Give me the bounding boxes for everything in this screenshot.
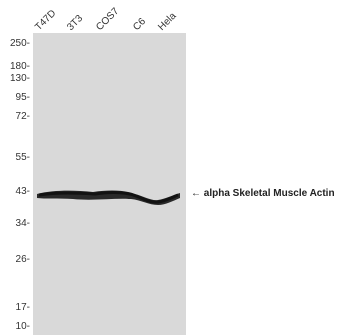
gel-membrane [33, 33, 186, 335]
marker-17: 17- [15, 302, 30, 313]
lane-label-cos7: COS7 [94, 5, 122, 33]
marker-26: 26- [15, 254, 30, 265]
marker-72: 72- [15, 111, 30, 122]
marker-180: 180- [9, 61, 30, 72]
lane-label-hela: Hela [156, 10, 179, 33]
marker-130: 130- [9, 73, 30, 84]
lane-label-t47d: T47D [33, 7, 59, 33]
lane-label-3t3: 3T3 [65, 13, 86, 33]
band-annotation: ← alpha Skeletal Muscle Actin [191, 188, 335, 199]
marker-95: 95- [15, 92, 30, 103]
band-layer [37, 190, 180, 205]
marker-10: 10- [15, 321, 30, 332]
marker-43: 43- [15, 186, 30, 197]
protein-band-core [38, 191, 179, 204]
marker-34: 34- [15, 218, 30, 229]
lane-label-c6: C6 [131, 16, 149, 33]
marker-55: 55- [15, 152, 30, 163]
marker-250: 250- [9, 38, 30, 49]
